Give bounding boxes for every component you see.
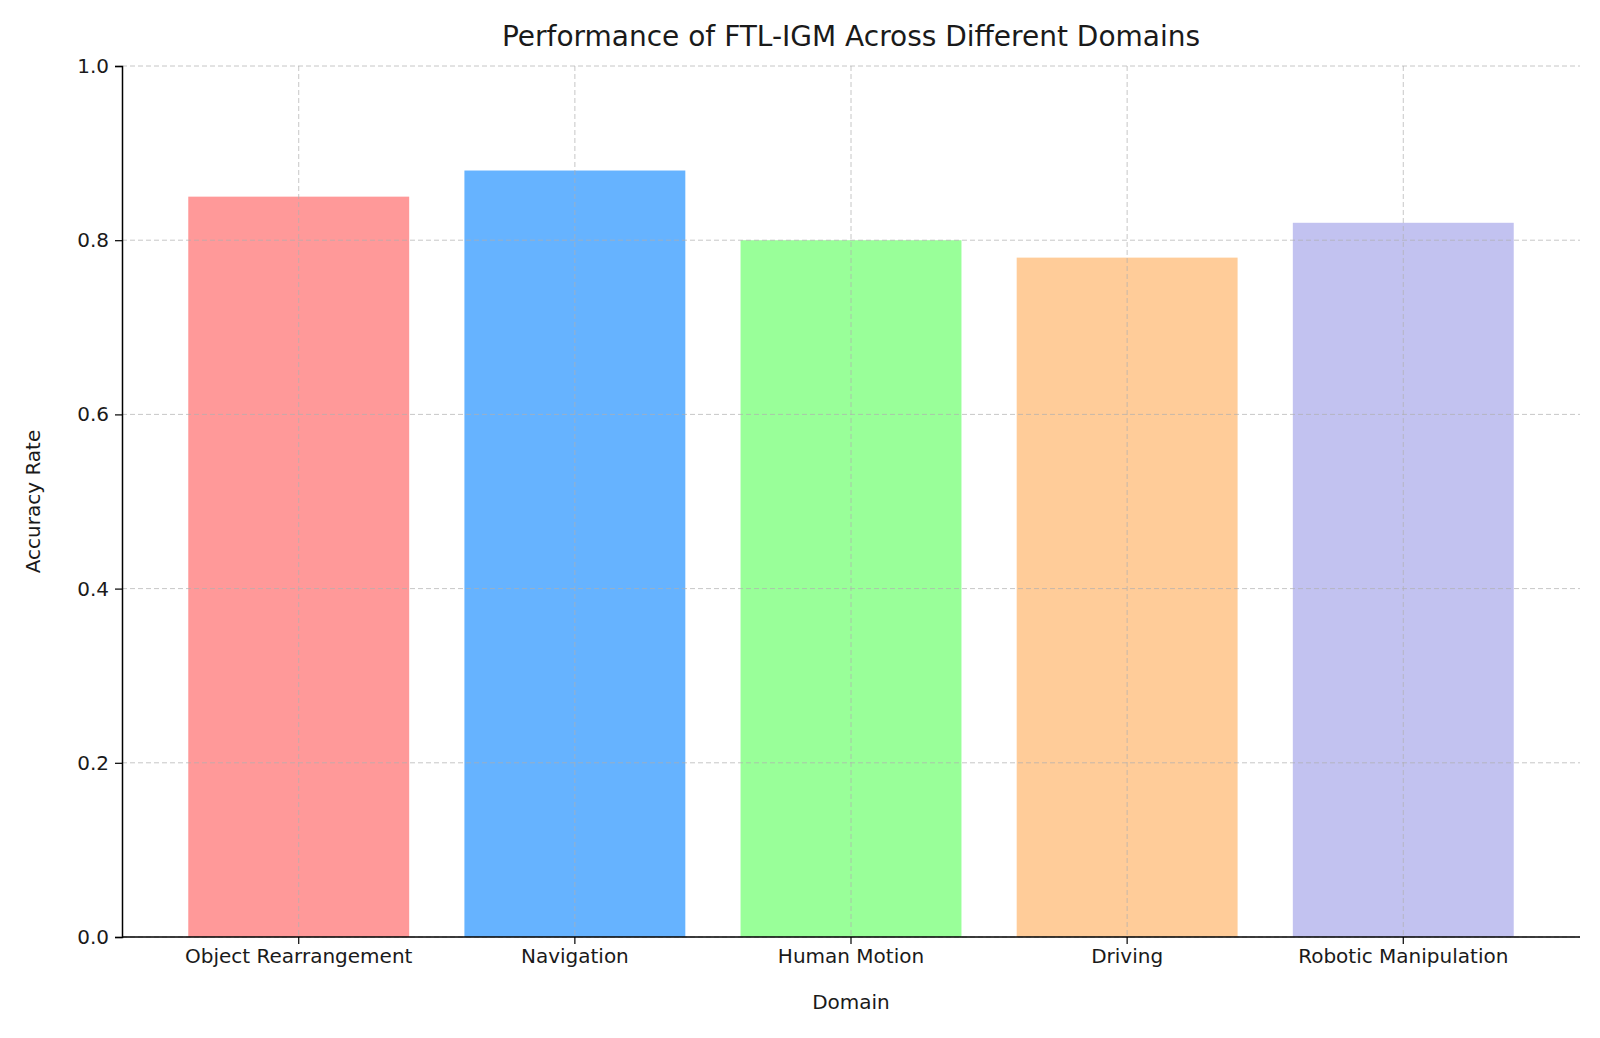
tick-label: Navigation — [521, 944, 629, 968]
tick: 0.2 — [77, 751, 122, 775]
tick-label: Driving — [1091, 944, 1163, 968]
tick: Navigation — [521, 937, 629, 968]
tick-mark — [115, 240, 122, 241]
tick-label: 0.0 — [77, 925, 109, 949]
grid-line — [574, 66, 575, 937]
tick: 0.4 — [77, 577, 122, 601]
grid-line — [122, 240, 1580, 241]
tick-mark — [850, 937, 851, 944]
grid-line — [1403, 66, 1404, 937]
grid-line — [298, 66, 299, 937]
x-axis-title: Domain — [812, 990, 890, 1014]
x-axis: Object Rearrangement Navigation Human Moti… — [122, 937, 1580, 968]
y-axis: 0.0 0.2 0.4 0.6 0.8 1.0 — [77, 54, 122, 949]
tick-mark — [115, 937, 122, 938]
tick-label: Object Rearrangement — [185, 944, 413, 968]
tick-mark — [574, 937, 575, 944]
tick-label: Human Motion — [778, 944, 924, 968]
tick: Human Motion — [778, 937, 924, 968]
tick: Robotic Manipulation — [1298, 937, 1508, 968]
tick: Object Rearrangement — [185, 937, 413, 968]
tick-label: 0.4 — [77, 577, 109, 601]
tick: 0.0 — [77, 925, 122, 949]
tick: Driving — [1091, 937, 1163, 968]
tick-label: Robotic Manipulation — [1298, 944, 1508, 968]
y-axis-title: Accuracy Rate — [21, 430, 45, 574]
title: Performance of FTL-IGM Across Different … — [502, 20, 1200, 53]
tick: 0.8 — [77, 228, 122, 252]
chart: 0.0 0.2 0.4 0.6 0.8 1.0 Object Rearrangement Na… — [0, 0, 1600, 1038]
grid — [122, 66, 1580, 937]
tick: 1.0 — [77, 54, 122, 78]
axis-line — [115, 67, 123, 938]
tick-mark — [1127, 937, 1128, 944]
tick-label: 0.6 — [77, 402, 109, 426]
tick-mark — [115, 66, 122, 67]
tick-label: 1.0 — [77, 54, 109, 78]
tick-mark — [115, 588, 122, 589]
grid-line — [1127, 66, 1128, 937]
tick-label: 0.2 — [77, 751, 109, 775]
tick-mark — [115, 414, 122, 415]
tick-label: 0.8 — [77, 228, 109, 252]
tick-mark — [298, 937, 299, 944]
tick: 0.6 — [77, 402, 122, 426]
tick-mark — [1403, 937, 1404, 944]
tick-mark — [115, 763, 122, 764]
plot: 0.0 0.2 0.4 0.6 0.8 1.0 Object Rearrangement Na… — [77, 54, 1580, 968]
grid-line — [851, 66, 852, 937]
